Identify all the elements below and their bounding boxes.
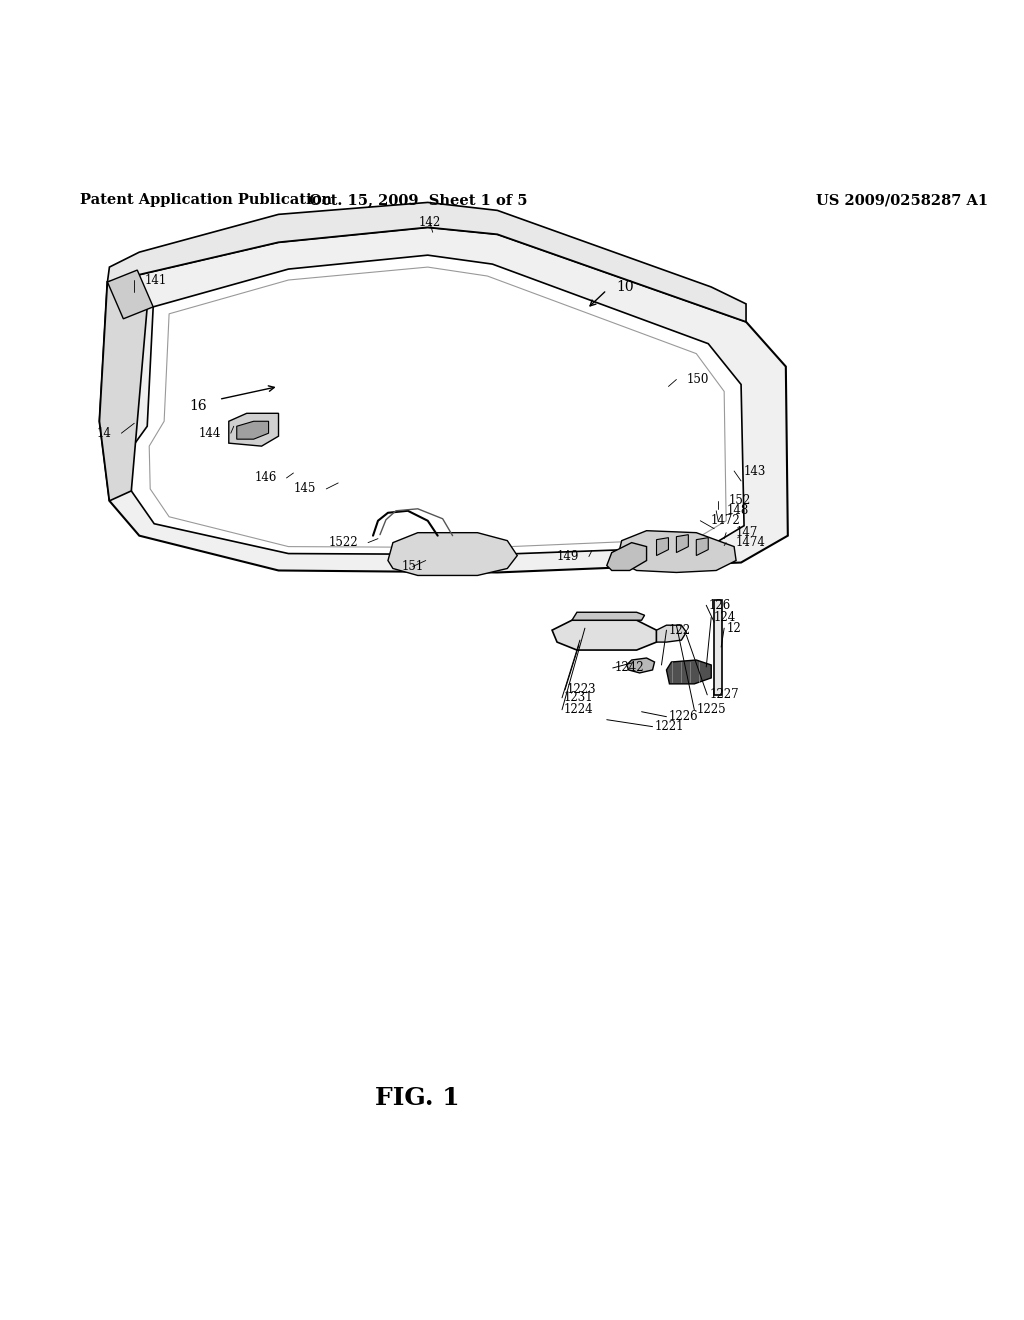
Text: US 2009/0258287 A1: US 2009/0258287 A1 xyxy=(816,194,988,207)
Text: 1474: 1474 xyxy=(736,536,766,549)
Polygon shape xyxy=(108,271,154,319)
Text: 151: 151 xyxy=(401,560,424,573)
Text: 141: 141 xyxy=(144,273,167,286)
Polygon shape xyxy=(228,413,279,446)
Text: 1225: 1225 xyxy=(696,704,726,717)
Polygon shape xyxy=(616,531,736,573)
Text: 143: 143 xyxy=(744,465,766,478)
Polygon shape xyxy=(99,227,787,573)
Polygon shape xyxy=(108,202,746,322)
Text: 145: 145 xyxy=(294,482,316,495)
Text: 146: 146 xyxy=(254,471,276,484)
Text: 148: 148 xyxy=(726,504,749,517)
Text: Oct. 15, 2009  Sheet 1 of 5: Oct. 15, 2009 Sheet 1 of 5 xyxy=(308,194,527,207)
Text: FIG. 1: FIG. 1 xyxy=(376,1085,460,1110)
Polygon shape xyxy=(129,255,744,554)
Text: 1227: 1227 xyxy=(710,688,739,701)
Text: 14: 14 xyxy=(96,426,112,440)
Text: 126: 126 xyxy=(709,599,730,611)
Text: 124: 124 xyxy=(714,611,735,624)
Text: 1522: 1522 xyxy=(329,536,358,549)
Text: 1231: 1231 xyxy=(564,692,594,705)
Polygon shape xyxy=(162,304,721,469)
Polygon shape xyxy=(677,535,688,553)
Text: 12: 12 xyxy=(726,622,741,635)
Text: 10: 10 xyxy=(616,280,634,294)
Text: 1242: 1242 xyxy=(614,661,644,675)
Polygon shape xyxy=(627,657,654,673)
Polygon shape xyxy=(237,421,268,440)
Text: 152: 152 xyxy=(728,495,751,507)
Polygon shape xyxy=(388,533,517,576)
Text: 150: 150 xyxy=(686,374,709,385)
Polygon shape xyxy=(552,620,656,649)
Text: 142: 142 xyxy=(419,216,441,228)
Polygon shape xyxy=(388,469,423,480)
Text: 1223: 1223 xyxy=(567,684,597,697)
Polygon shape xyxy=(607,543,646,570)
Polygon shape xyxy=(656,626,686,642)
Text: 122: 122 xyxy=(669,623,690,636)
Text: Patent Application Publication: Patent Application Publication xyxy=(80,194,332,207)
Polygon shape xyxy=(150,393,164,412)
Polygon shape xyxy=(99,271,147,500)
Polygon shape xyxy=(572,612,644,620)
Polygon shape xyxy=(667,660,712,684)
Text: 1226: 1226 xyxy=(669,710,698,723)
Polygon shape xyxy=(656,537,669,556)
Text: 16: 16 xyxy=(189,400,207,413)
Text: 1221: 1221 xyxy=(654,721,684,733)
Text: 1472: 1472 xyxy=(711,515,740,527)
Text: 147: 147 xyxy=(736,527,759,539)
Polygon shape xyxy=(696,537,709,556)
Text: 144: 144 xyxy=(199,426,221,440)
Text: 1224: 1224 xyxy=(564,704,594,717)
Polygon shape xyxy=(714,601,722,694)
Text: 149: 149 xyxy=(557,550,579,564)
